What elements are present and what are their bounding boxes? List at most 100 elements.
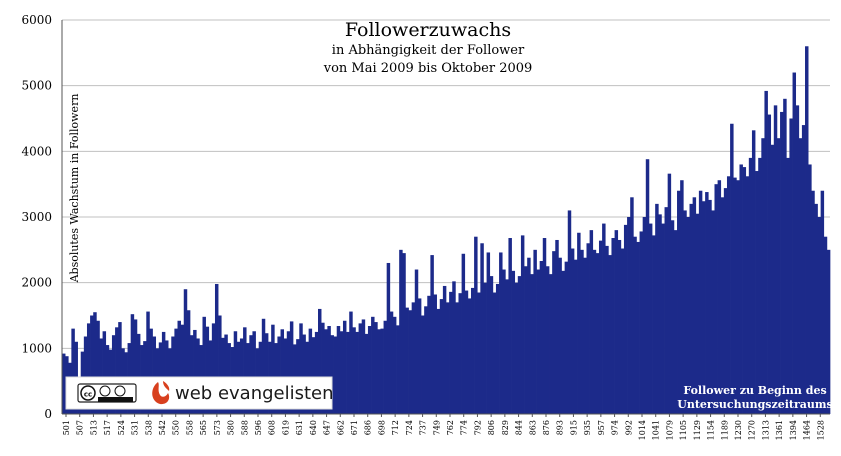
bar <box>433 294 437 414</box>
bar <box>261 318 266 414</box>
bar <box>539 261 544 414</box>
bar <box>655 203 659 414</box>
bar <box>96 320 100 414</box>
x-tick-label: 524 <box>117 420 126 435</box>
web-evangelisten-logo-icon <box>152 381 170 405</box>
bar <box>661 223 665 414</box>
bar <box>667 173 672 414</box>
y-tick-label: 3000 <box>21 210 52 224</box>
bar <box>386 262 391 414</box>
bar <box>686 217 690 414</box>
bar <box>767 114 772 414</box>
bar <box>776 138 781 414</box>
bar <box>773 105 778 415</box>
bar <box>505 279 509 414</box>
bar <box>733 177 737 414</box>
bar <box>492 292 497 414</box>
bar-series <box>62 46 831 415</box>
bar <box>421 315 425 414</box>
bar <box>452 281 456 414</box>
x-tick-label: 631 <box>295 420 304 435</box>
bar <box>86 323 91 414</box>
x-tick-label: 1105 <box>679 420 688 440</box>
bar <box>817 217 821 414</box>
y-tick-label: 4000 <box>21 144 52 158</box>
bar <box>364 333 369 414</box>
x-tick-label: 662 <box>336 420 345 435</box>
bar <box>508 238 512 414</box>
bar <box>705 192 709 414</box>
svg-text:cc: cc <box>84 391 92 399</box>
bar <box>561 270 565 414</box>
bar <box>449 291 453 414</box>
bar <box>614 230 619 414</box>
bar <box>742 167 747 414</box>
bar <box>377 329 381 414</box>
bar <box>527 257 531 414</box>
bar <box>333 336 338 414</box>
bar <box>477 292 481 414</box>
bar <box>146 311 150 414</box>
bar <box>271 324 275 414</box>
x-tick-label: 935 <box>583 420 592 435</box>
bar <box>136 333 141 414</box>
bar <box>495 283 500 414</box>
bar <box>586 243 590 414</box>
bar <box>549 274 553 414</box>
bar <box>677 190 681 414</box>
bar <box>71 328 75 414</box>
bar <box>695 213 700 414</box>
x-tick-label: 876 <box>542 420 551 435</box>
x-tick-label: 588 <box>240 420 249 435</box>
bar <box>692 197 697 414</box>
x-tick-label: 1014 <box>638 420 647 440</box>
x-tick-label: 1464 <box>803 420 812 440</box>
bar <box>118 322 122 414</box>
bar <box>467 298 472 414</box>
bar <box>608 255 612 414</box>
bar <box>770 144 775 414</box>
bar <box>723 188 728 414</box>
bar <box>171 336 175 414</box>
bar <box>327 326 331 414</box>
bar <box>90 315 94 414</box>
bar <box>486 252 491 414</box>
bar <box>455 302 459 414</box>
x-tick-label: 565 <box>199 420 208 435</box>
bar <box>683 210 687 414</box>
license-and-logo-box: cc web evangelisten <box>65 376 334 410</box>
bar <box>639 231 644 414</box>
bar <box>583 257 587 414</box>
bar <box>414 269 419 414</box>
bar <box>627 217 631 414</box>
x-tick-label: 1154 <box>707 420 716 440</box>
bar <box>764 90 768 415</box>
bar <box>411 302 416 414</box>
bar <box>698 190 703 414</box>
bar <box>396 325 400 414</box>
bar <box>218 315 222 414</box>
bar <box>820 190 825 414</box>
y-axis-label: Absolutes Wachstum in Followern <box>68 94 81 284</box>
bar <box>545 266 550 414</box>
bar <box>367 326 372 414</box>
x-tick-label: 1129 <box>693 420 702 440</box>
bar <box>283 338 288 414</box>
bar <box>739 164 743 414</box>
x-tick-label: 596 <box>254 420 263 435</box>
bar <box>264 333 269 414</box>
bar <box>795 105 800 415</box>
bar <box>149 328 153 414</box>
x-tick-label: 538 <box>144 420 153 435</box>
bar <box>517 276 522 414</box>
bar <box>183 289 188 414</box>
x-tick-label: 749 <box>432 420 441 435</box>
bar <box>430 255 434 414</box>
bar <box>252 331 256 414</box>
x-tick-label: 671 <box>350 420 359 435</box>
bar <box>289 321 294 414</box>
bar <box>536 269 541 414</box>
bar <box>130 314 135 414</box>
bar <box>630 197 634 414</box>
x-tick-label: 957 <box>597 420 606 435</box>
